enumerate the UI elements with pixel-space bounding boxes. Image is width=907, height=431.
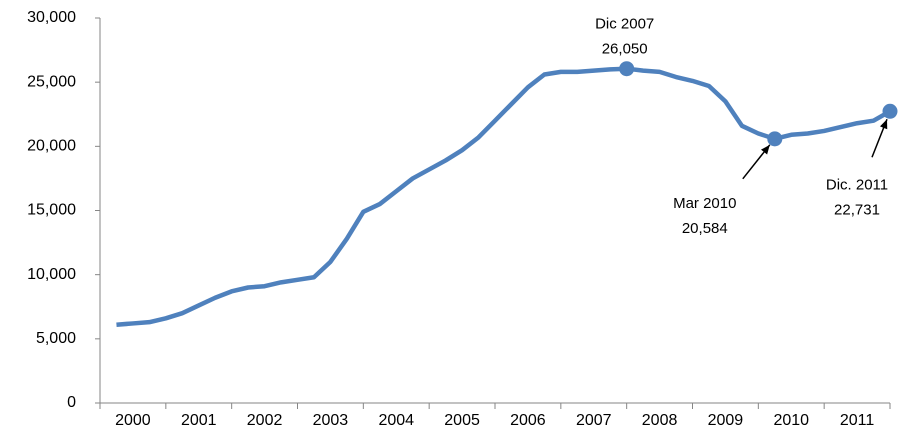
highlight-point [767,131,783,147]
x-tick-label: 2004 [378,412,414,429]
annotation: Dic. 2011 [826,176,888,193]
data-label: 20,584 [682,220,728,237]
arrow-head [879,119,888,130]
x-tick-label: 2009 [708,412,744,429]
x-tick-label: 2006 [510,412,546,429]
annotation: Mar 2010 [673,195,736,212]
x-tick-label: 2008 [642,412,678,429]
highlight-point [619,61,635,77]
arrow-head [761,144,770,155]
line [116,66,892,327]
y-tick-label: 30,000 [27,9,76,26]
x-tick-label: 2005 [444,412,480,429]
x-tick-label: 2000 [115,412,151,429]
y-tick-label: 5,000 [36,330,76,347]
y-tick-label: 0 [67,394,76,411]
x-tick-label: 2002 [247,412,283,429]
y-tick-label: 25,000 [27,73,76,90]
y-tick-label: 20,000 [27,138,76,155]
y-tick-label: 15,000 [27,202,76,219]
data-label: 22,731 [834,201,880,218]
annotation: Dic 2007 [595,16,654,33]
x-tick-label: 2007 [576,412,612,429]
x-tick-label: 2003 [313,412,349,429]
x-tick-label: 2011 [840,412,875,429]
data-label: 26,050 [602,41,648,58]
y-tick-label: 10,000 [27,266,76,283]
x-tick-label: 2010 [773,412,809,429]
highlight-point [882,103,898,119]
x-tick-label: 2001 [181,412,217,429]
